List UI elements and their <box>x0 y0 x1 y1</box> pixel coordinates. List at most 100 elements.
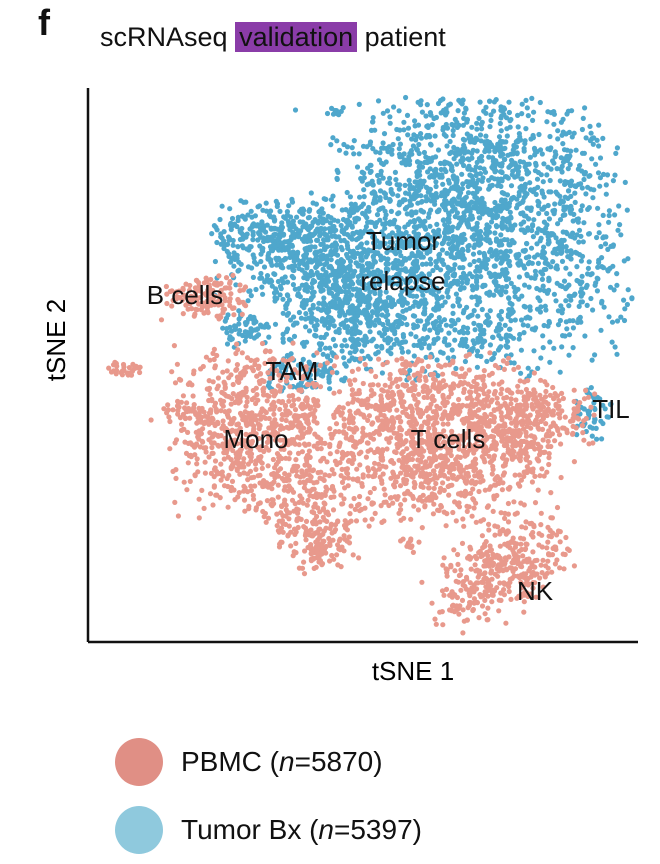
scatter-point <box>443 523 449 529</box>
scatter-point <box>531 217 537 223</box>
scatter-point <box>559 258 566 264</box>
scatter-point <box>245 298 251 304</box>
scatter-point <box>607 401 614 407</box>
scatter-point <box>459 186 465 192</box>
scatter-point <box>370 115 376 121</box>
scatter-point <box>428 261 434 267</box>
scatter-point <box>382 225 388 231</box>
scatter-point <box>365 448 371 454</box>
scatter-point <box>425 363 431 369</box>
scatter-point <box>273 198 279 204</box>
scatter-point <box>461 201 467 208</box>
scatter-point <box>606 414 612 420</box>
scatter-point <box>516 251 522 257</box>
scatter-point <box>537 473 543 479</box>
scatter-point <box>563 319 569 325</box>
scatter-point <box>537 449 544 455</box>
scatter-point <box>455 411 461 417</box>
scatter-point <box>486 154 492 160</box>
scatter-point <box>562 194 568 200</box>
scatter-point <box>314 322 320 328</box>
scatter-point <box>456 329 463 335</box>
scatter-point <box>418 131 424 137</box>
scatter-point <box>351 495 357 502</box>
scatter-point <box>369 516 375 522</box>
scatter-point <box>445 218 451 224</box>
scatter-point <box>569 431 576 437</box>
scatter-point <box>477 99 483 105</box>
scatter-point <box>434 295 440 301</box>
scatter-point <box>563 244 569 250</box>
scatter-point <box>274 295 280 302</box>
scatter-point <box>366 304 372 310</box>
scatter-point <box>420 388 426 394</box>
scatter-point <box>491 494 497 500</box>
scatter-point <box>352 314 358 320</box>
scatter-point <box>331 390 337 396</box>
scatter-point <box>365 320 371 326</box>
scatter-point <box>461 380 468 386</box>
scatter-point <box>354 426 360 432</box>
scatter-point <box>351 151 357 157</box>
scatter-point <box>410 143 416 149</box>
scatter-point <box>455 242 461 248</box>
scatter-point <box>348 426 355 432</box>
scatter-point <box>454 119 460 125</box>
scatter-point <box>411 484 417 490</box>
scatter-point <box>476 374 482 380</box>
scatter-point <box>336 429 342 435</box>
scatter-point <box>511 145 517 151</box>
scatter-point <box>554 504 561 511</box>
scatter-point <box>392 479 398 485</box>
scatter-point <box>396 186 402 192</box>
scatter-point <box>354 466 360 472</box>
scatter-point <box>237 327 243 334</box>
scatter-point <box>553 235 559 241</box>
scatter-point <box>576 239 582 245</box>
scatter-point <box>389 147 395 153</box>
scatter-point <box>411 325 417 331</box>
scatter-point <box>538 444 544 450</box>
scatter-point <box>466 367 472 373</box>
scatter-point <box>251 255 257 261</box>
scatter-point <box>399 403 406 409</box>
scatter-point <box>214 239 220 246</box>
scatter-point <box>407 362 413 368</box>
scatter-point <box>418 102 424 108</box>
scatter-point <box>440 181 446 187</box>
scatter-point <box>291 333 298 339</box>
scatter-point <box>518 186 524 192</box>
scatter-point <box>409 251 415 257</box>
scatter-point <box>425 245 431 251</box>
scatter-point <box>298 366 304 372</box>
scatter-point <box>597 155 604 161</box>
scatter-point <box>401 151 407 157</box>
scatter-point <box>377 450 383 456</box>
scatter-point <box>399 356 405 362</box>
scatter-point <box>331 323 337 329</box>
scatter-point <box>278 365 284 371</box>
scatter-point <box>557 217 564 223</box>
scatter-point <box>334 252 341 258</box>
scatter-point <box>264 273 271 279</box>
scatter-point <box>606 212 612 219</box>
scatter-point <box>498 149 504 155</box>
scatter-point <box>357 462 363 468</box>
scatter-point <box>307 257 313 263</box>
scatter-point <box>464 325 471 331</box>
scatter-point <box>609 339 615 345</box>
scatter-point <box>550 208 556 214</box>
scatter-point <box>367 329 373 335</box>
scatter-point <box>587 424 593 430</box>
scatter-point <box>494 395 500 401</box>
scatter-point <box>448 246 454 252</box>
scatter-point <box>487 185 493 191</box>
scatter-point <box>462 150 468 156</box>
scatter-point <box>474 277 480 283</box>
scatter-point <box>440 124 446 131</box>
scatter-point <box>308 190 314 196</box>
scatter-point <box>269 262 275 268</box>
scatter-point <box>570 218 576 224</box>
scatter-point <box>596 260 602 266</box>
scatter-point <box>506 258 512 264</box>
